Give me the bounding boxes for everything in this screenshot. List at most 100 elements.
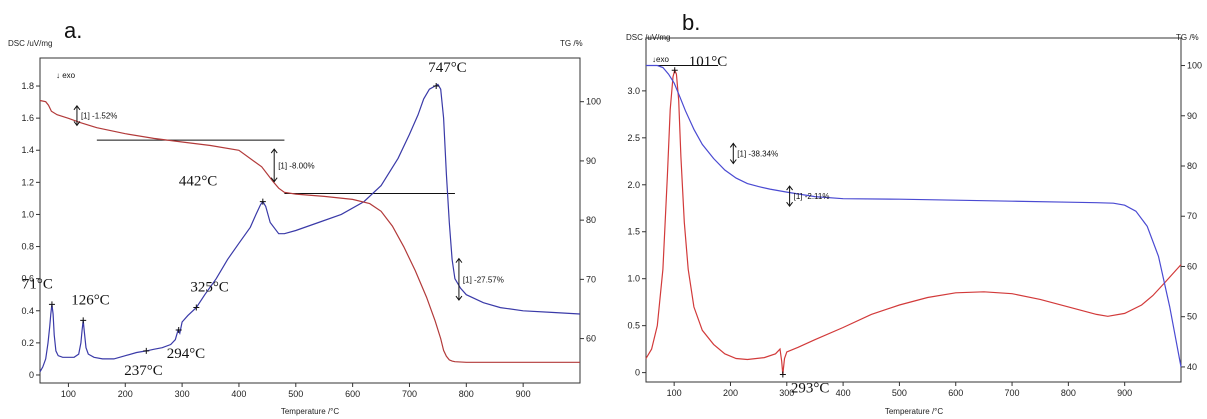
peak-label: 293°C [791,380,830,396]
y-left-tick-label: 0.6 [21,274,34,284]
y-left-tick-label: 1.5 [627,227,640,237]
step-arrow-head-down [729,159,737,165]
peak-marker [671,67,678,74]
series-line-tg [646,64,1182,368]
y-left-tick-label: 2.0 [627,180,640,190]
peak-label: 101°C [689,54,728,70]
series-line-dsc [39,83,581,373]
tg-step-label: [1] -27.57% [463,275,504,284]
x-tick-label: 500 [288,389,303,399]
y-left-tick-label: 1.2 [21,177,34,187]
step-arrow-head-up [73,105,81,111]
x-tick-label: 700 [402,389,417,399]
y-right-tick-label: 90 [586,156,596,166]
x-tick-label: 800 [459,389,474,399]
y-right-tick-label: 60 [1187,261,1197,271]
y-right-tick-label: 70 [586,274,596,284]
peak-marker [779,371,786,378]
x-tick-label: 500 [892,388,907,398]
chart-b: 100 200 300 400 500 600 700 800 900 0 0.5 1.0 1.5 2.0… [626,10,1202,416]
plot-frame [645,37,1182,383]
step-arrow-head-up [270,148,278,154]
x-tick-label: 400 [836,388,851,398]
peak-marker [433,83,440,90]
peak-marker [48,301,55,308]
step-arrow-head-down [270,177,278,183]
x-tick-label: 200 [723,388,738,398]
y-left-tick-label: 1.4 [21,145,34,155]
peak-label: 71°C [22,276,53,292]
y-right-tick-label: 100 [586,97,601,107]
peak-label: 126°C [71,292,110,308]
peak-marker [175,327,182,334]
step-arrow-head-down [455,295,463,301]
y-left-tick-label: 0 [635,368,640,378]
x-tick-label: 100 [667,388,682,398]
y-right-tick-label: 70 [1187,211,1197,221]
y-left-tick-label: 0.2 [21,338,34,348]
y-left-tick-label: 1.6 [21,113,34,123]
tg-step-label: [1] -1.52% [81,112,117,121]
y-right-axis-label: TG /% [1176,33,1199,42]
y-right-tick-label: 80 [586,215,596,225]
x-tick-label: 800 [1061,388,1076,398]
peak-label: 237°C [124,363,163,379]
x-tick-label: 900 [516,389,531,399]
peak-label: 325°C [190,280,229,296]
tg-step-label: [1] -38.34% [737,149,778,158]
y-left-tick-label: 1.0 [627,274,640,284]
tg-step-label: [1] -2.11% [794,192,830,201]
y-left-tick-label: 2.5 [627,133,640,143]
y-left-tick-label: 0.4 [21,306,34,316]
x-tick-label: 100 [61,389,76,399]
panel-label: b. [682,10,700,35]
x-tick-label: 600 [948,388,963,398]
step-arrow-head-up [786,185,794,191]
peak-label: 294°C [167,346,206,362]
x-tick-label: 200 [118,389,133,399]
x-tick-label: 900 [1117,388,1132,398]
y-left-tick-label: 1.0 [21,209,34,219]
y-left-axis-label: DSC /uV/mg [8,39,52,48]
x-tick-label: 300 [175,389,190,399]
x-tick-label: 600 [345,389,360,399]
peak-marker [143,347,150,354]
series-line-tg [39,99,580,363]
step-arrow-head-up [729,142,737,148]
panel-b: 100 200 300 400 500 600 700 800 900 0 0.5 1.0 1.5 2.0… [616,0,1207,419]
x-axis-label: Temperature /°C [885,407,944,416]
x-axis-label: Temperature /°C [281,407,340,416]
peak-marker [259,198,266,205]
y-right-tick-label: 50 [1187,312,1197,322]
y-right-tick-label: 90 [1187,111,1197,121]
exo-indicator: ↓exo [652,55,669,64]
y-left-tick-label: 0.8 [21,242,34,252]
step-arrow-head-up [455,257,463,263]
exo-indicator: ↓ exo [56,71,76,80]
y-right-tick-label: 40 [1187,362,1197,372]
y-right-tick-label: 100 [1187,61,1202,71]
y-left-tick-label: 3.0 [627,86,640,96]
y-right-axis-label: TG /% [560,39,583,48]
y-left-tick-label: 0 [29,370,34,380]
panel-a: 100 200 300 400 500 600 700 800 900 0 0.2 0.4 0.6 0.8… [8,18,601,416]
step-arrow-head-down [73,121,81,127]
peak-label: 442°C [179,174,218,190]
y-left-tick-label: 1.8 [21,81,34,91]
tg-step-label: [1] -8.00% [278,161,314,170]
y-right-tick-label: 60 [586,334,596,344]
series-line-dsc [645,68,1182,375]
y-right-tick-label: 80 [1187,161,1197,171]
peak-marker [80,317,87,324]
panel-label: a. [64,18,82,43]
plot-frame [39,57,581,384]
y-left-tick-label: 0.5 [627,321,640,331]
y-left-axis-label: DSC /uV/mg [626,33,670,42]
x-tick-label: 700 [1005,388,1020,398]
peak-marker [193,304,200,311]
chart-a: 100 200 300 400 500 600 700 800 900 0 0.2 0.4 0.6 0.8… [8,18,601,416]
step-arrow-head-down [786,201,794,208]
peak-label: 747°C [428,60,467,76]
x-tick-label: 400 [231,389,246,399]
x-tick-label: 300 [779,388,794,398]
